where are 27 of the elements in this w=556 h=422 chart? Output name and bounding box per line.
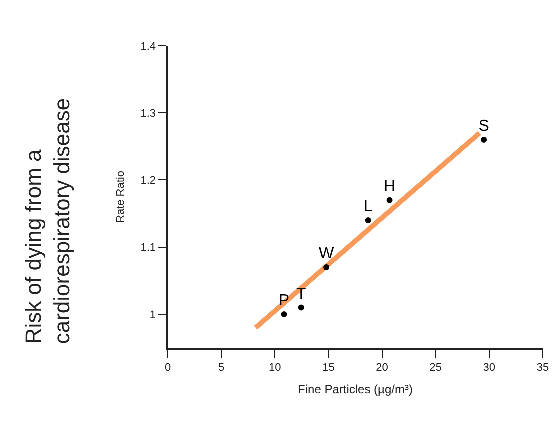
series-label: W bbox=[319, 246, 336, 263]
series-label: L bbox=[364, 198, 373, 216]
point bbox=[324, 264, 330, 270]
point bbox=[386, 197, 393, 204]
x-tick-label: 15 bbox=[322, 362, 335, 374]
point bbox=[481, 136, 488, 143]
y-tick-label: 1 bbox=[150, 309, 156, 322]
series-label: H bbox=[384, 178, 396, 196]
x-tick-label: 5 bbox=[218, 362, 225, 374]
x-tick-label: 0 bbox=[164, 362, 172, 374]
point bbox=[281, 311, 288, 318]
x-tick-label: 25 bbox=[430, 362, 442, 374]
y-axis-title: Rate Ratio bbox=[114, 171, 127, 223]
y-tick-label: 1.1 bbox=[140, 242, 156, 254]
x-tick-label: 30 bbox=[483, 362, 496, 374]
point bbox=[298, 304, 304, 311]
x-axis-title: Fine Particles (µg/m³) bbox=[298, 382, 413, 396]
point bbox=[365, 217, 372, 224]
x-tick-label: 35 bbox=[536, 362, 550, 374]
text: Risk of dying from a cardiorespiratory disease bbox=[20, 98, 74, 344]
series-label: T bbox=[296, 286, 306, 303]
x-tick-label: 20 bbox=[376, 362, 388, 374]
y-tick-label: 1.2 bbox=[140, 175, 156, 188]
x-tick-label: 10 bbox=[269, 362, 282, 374]
series-label: S bbox=[478, 118, 490, 136]
y-tick-label: 1.4 bbox=[140, 40, 156, 53]
y-tick-label: 1.3 bbox=[140, 108, 156, 120]
